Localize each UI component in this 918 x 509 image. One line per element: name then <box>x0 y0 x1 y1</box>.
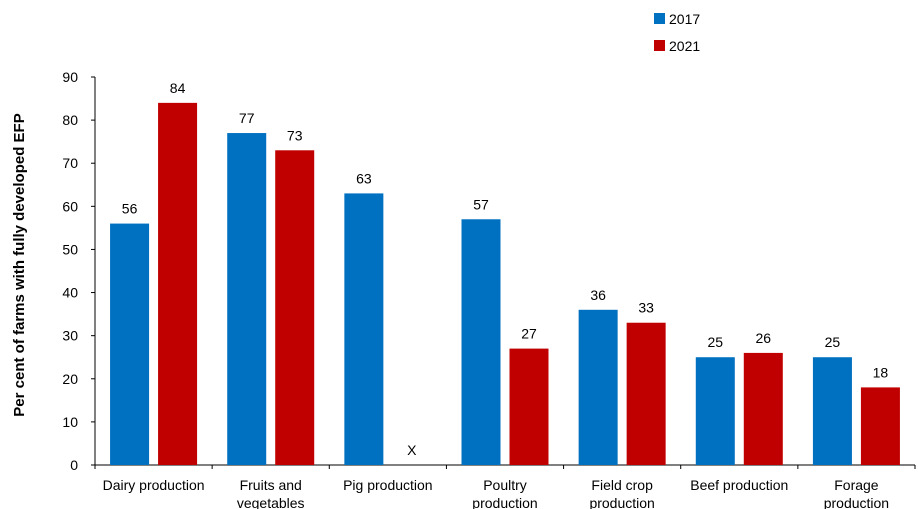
y-tick-label: 10 <box>62 414 78 430</box>
data-label: 25 <box>707 334 723 350</box>
bar-2017 <box>344 193 384 465</box>
y-tick-label: 30 <box>62 328 78 344</box>
bars <box>110 102 900 466</box>
y-tick-label: 80 <box>62 112 78 128</box>
x-category-label: Field crop <box>591 477 653 493</box>
data-label: 33 <box>638 300 654 316</box>
y-tick-label: 20 <box>62 371 78 387</box>
bar-2021 <box>158 102 198 465</box>
x-category-label: production <box>472 495 537 509</box>
bar-2017 <box>578 309 618 465</box>
bar-2021 <box>509 348 549 465</box>
bar-2017 <box>110 223 150 465</box>
bar-2017 <box>461 219 501 465</box>
data-label: 36 <box>590 287 606 303</box>
data-label: X <box>407 442 417 458</box>
data-label: 26 <box>755 330 771 346</box>
bar-2017 <box>695 357 735 465</box>
x-category-label: Fruits and <box>240 477 302 493</box>
y-tick-label: 40 <box>62 285 78 301</box>
legend-swatch-2021 <box>654 40 665 51</box>
data-label: 63 <box>356 170 372 186</box>
legend: 2017 2021 <box>654 11 700 54</box>
bar-2021 <box>626 322 666 465</box>
x-category-label: Poultry <box>483 477 527 493</box>
x-category-label: Beef production <box>690 477 788 493</box>
legend-swatch-2017 <box>654 13 665 24</box>
data-label: 57 <box>473 196 489 212</box>
data-label: 27 <box>521 326 537 342</box>
x-category-label: Pig production <box>343 477 433 493</box>
x-category-label: Forage <box>834 477 879 493</box>
data-label: 25 <box>825 334 841 350</box>
bar-2017 <box>227 133 267 466</box>
bar-2021 <box>743 352 783 465</box>
y-tick-label: 90 <box>62 69 78 85</box>
bar-2017 <box>812 357 852 465</box>
data-label: 84 <box>170 80 186 96</box>
legend-label-2021: 2021 <box>669 38 700 54</box>
y-tick-label: 70 <box>62 155 78 171</box>
x-category-label: production <box>824 495 889 509</box>
y-tick-label: 50 <box>62 241 78 257</box>
axes: 0 10 20 30 40 50 60 70 80 90 Dairy production Fruit… <box>62 69 916 509</box>
x-category-label: production <box>589 495 654 509</box>
bar-2021 <box>275 150 315 466</box>
y-tick-label: 60 <box>62 198 78 214</box>
data-label: 77 <box>239 110 255 126</box>
x-category-label: Dairy production <box>103 477 205 493</box>
data-label: 18 <box>873 364 889 380</box>
data-labels: 56 84 77 73 63 X 57 27 36 33 25 26 25 18 <box>122 80 889 458</box>
data-label: 73 <box>287 127 303 143</box>
y-tick-label: 0 <box>70 457 78 473</box>
legend-label-2017: 2017 <box>669 11 700 27</box>
y-axis-label: Per cent of farms with fully developed E… <box>11 113 28 416</box>
bar-2021 <box>860 387 900 465</box>
x-category-label: vegetables <box>237 495 305 509</box>
data-label: 56 <box>122 201 138 217</box>
